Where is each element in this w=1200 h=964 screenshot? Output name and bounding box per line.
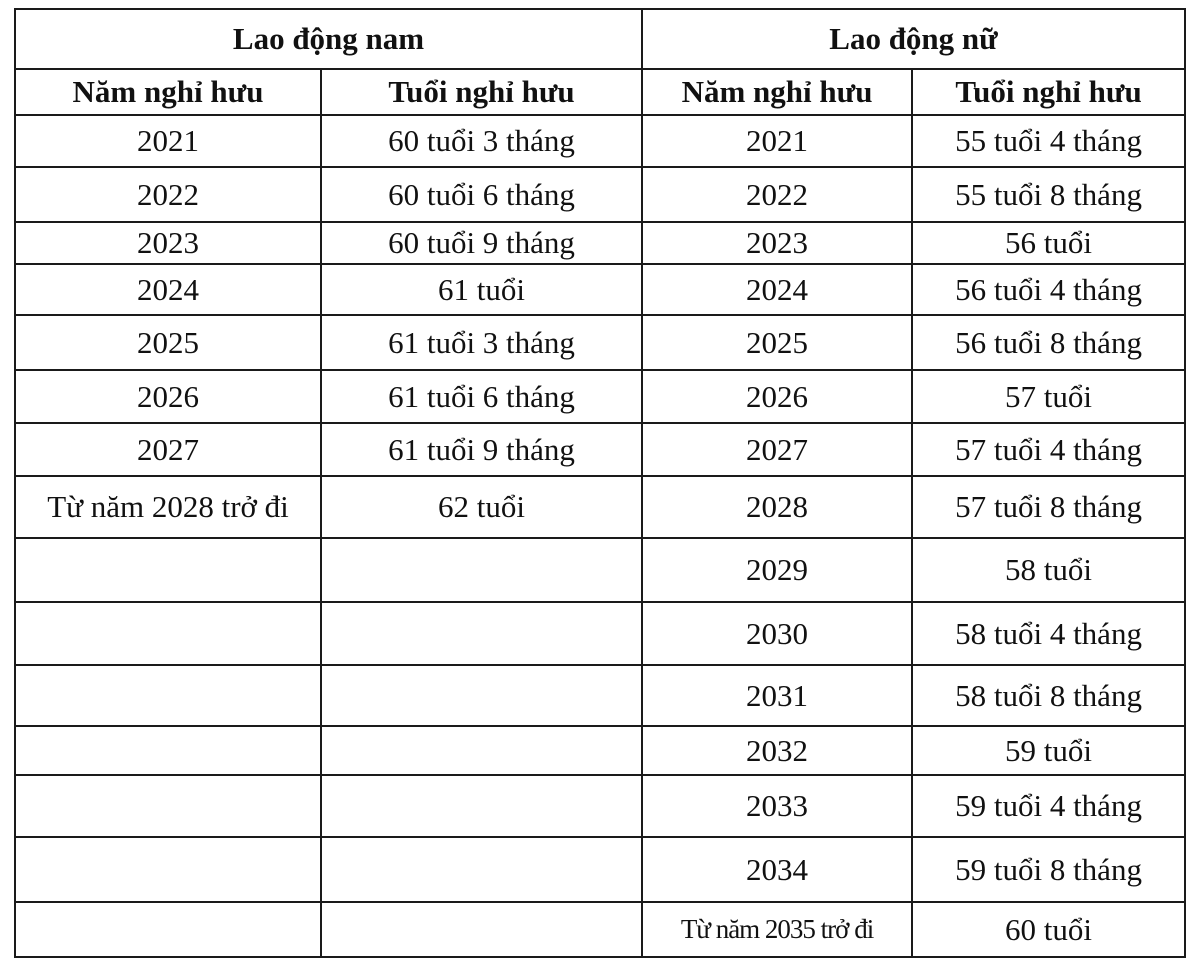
table-cell: 55 tuổi 4 tháng — [911, 114, 1187, 168]
table-cell: 2026 — [14, 369, 322, 424]
table-cell — [319, 774, 644, 838]
table-row: 2021 60 tuổi 3 tháng 2021 55 tuổi 4 tháng — [14, 114, 1187, 168]
table-cell: 55 tuổi 8 tháng — [911, 166, 1187, 223]
table-cell: 2028 — [641, 475, 914, 539]
retirement-age-table: Lao động nam Lao động nữ Năm nghỉ hưu Tu… — [13, 8, 1187, 958]
table-cell: 59 tuổi — [911, 725, 1187, 776]
group-header-female: Lao động nữ — [641, 8, 1187, 70]
column-header: Năm nghỉ hưu — [641, 68, 914, 116]
table-cell — [319, 725, 644, 776]
table-cell: 2027 — [14, 422, 322, 477]
table-cell: 2021 — [641, 114, 914, 168]
table-row: 2025 61 tuổi 3 tháng 2025 56 tuổi 8 tháng — [14, 314, 1187, 371]
table-cell — [14, 774, 322, 838]
table-cell: 2026 — [641, 369, 914, 424]
table-cell: 60 tuổi 3 tháng — [319, 114, 644, 168]
table-cell: 2023 — [641, 221, 914, 265]
table-cell: 2034 — [641, 836, 914, 903]
table-cell — [14, 901, 322, 958]
table-cell — [14, 664, 322, 727]
table-cell: 62 tuổi — [319, 475, 644, 539]
table-cell: 2032 — [641, 725, 914, 776]
table-cell: 56 tuổi — [911, 221, 1187, 265]
column-header: Năm nghỉ hưu — [14, 68, 322, 116]
table-row: 2030 58 tuổi 4 tháng — [14, 601, 1187, 666]
table-row: 2022 60 tuổi 6 tháng 2022 55 tuổi 8 tháng — [14, 166, 1187, 223]
table-cell — [319, 901, 644, 958]
table-row: 2029 58 tuổi — [14, 537, 1187, 603]
table-cell: 61 tuổi 6 tháng — [319, 369, 644, 424]
table-cell: 57 tuổi 4 tháng — [911, 422, 1187, 477]
table-cell: 2022 — [641, 166, 914, 223]
table-row: 2033 59 tuổi 4 tháng — [14, 774, 1187, 838]
table-cell: Từ năm 2035 trở đi — [641, 901, 914, 958]
table-cell: 56 tuổi 4 tháng — [911, 263, 1187, 316]
table-cell — [319, 601, 644, 666]
table-row: 2026 61 tuổi 6 tháng 2026 57 tuổi — [14, 369, 1187, 424]
table-cell: 2025 — [14, 314, 322, 371]
table-row: 2034 59 tuổi 8 tháng — [14, 836, 1187, 903]
table-cell: 2024 — [641, 263, 914, 316]
table-cell: 2024 — [14, 263, 322, 316]
table-cell: 59 tuổi 4 tháng — [911, 774, 1187, 838]
table-row: 2027 61 tuổi 9 tháng 2027 57 tuổi 4 tháng — [14, 422, 1187, 477]
table-cell: 2021 — [14, 114, 322, 168]
column-header: Tuổi nghỉ hưu — [911, 68, 1187, 116]
table-cell: 2023 — [14, 221, 322, 265]
table-cell: 2027 — [641, 422, 914, 477]
table-cell: 2025 — [641, 314, 914, 371]
table-cell: 2033 — [641, 774, 914, 838]
group-header-male: Lao động nam — [13, 8, 644, 70]
table-cell: 60 tuổi 6 tháng — [319, 166, 644, 223]
table-cell — [319, 664, 644, 727]
table-row: Từ năm 2035 trở đi 60 tuổi — [14, 901, 1187, 958]
table-cell: 61 tuổi 9 tháng — [319, 422, 644, 477]
table-cell — [14, 836, 322, 903]
table-cell: 58 tuổi 4 tháng — [911, 601, 1187, 666]
table-cell: 56 tuổi 8 tháng — [911, 314, 1187, 371]
table-cell: Từ năm 2028 trở đi — [14, 475, 322, 539]
column-header: Tuổi nghỉ hưu — [319, 68, 644, 116]
table-row: 2031 58 tuổi 8 tháng — [14, 664, 1187, 727]
table-cell — [14, 725, 322, 776]
table-cell: 2029 — [641, 537, 914, 603]
table-cell: 58 tuổi — [911, 537, 1187, 603]
table-row: Từ năm 2028 trở đi 62 tuổi 2028 57 tuổi 8 t… — [14, 475, 1187, 539]
table-cell: 2031 — [641, 664, 914, 727]
table-cell — [319, 537, 644, 603]
table-cell: 2022 — [14, 166, 322, 223]
table-cell — [14, 537, 322, 603]
table-cell: 2030 — [641, 601, 914, 666]
table-cell — [319, 836, 644, 903]
table-cell: 60 tuổi — [911, 901, 1187, 958]
table-cell: 57 tuổi 8 tháng — [911, 475, 1187, 539]
table-cell — [14, 601, 322, 666]
table-cell: 61 tuổi — [319, 263, 644, 316]
table-cell: 60 tuổi 9 tháng — [319, 221, 644, 265]
table-cell: 61 tuổi 3 tháng — [319, 314, 644, 371]
table-row: 2032 59 tuổi — [14, 725, 1187, 776]
table-cell: 57 tuổi — [911, 369, 1187, 424]
table-row: 2024 61 tuổi 2024 56 tuổi 4 tháng — [14, 263, 1187, 316]
table-cell: 58 tuổi 8 tháng — [911, 664, 1187, 727]
table-row: 2023 60 tuổi 9 tháng 2023 56 tuổi — [14, 221, 1187, 265]
table-cell: 59 tuổi 8 tháng — [911, 836, 1187, 903]
